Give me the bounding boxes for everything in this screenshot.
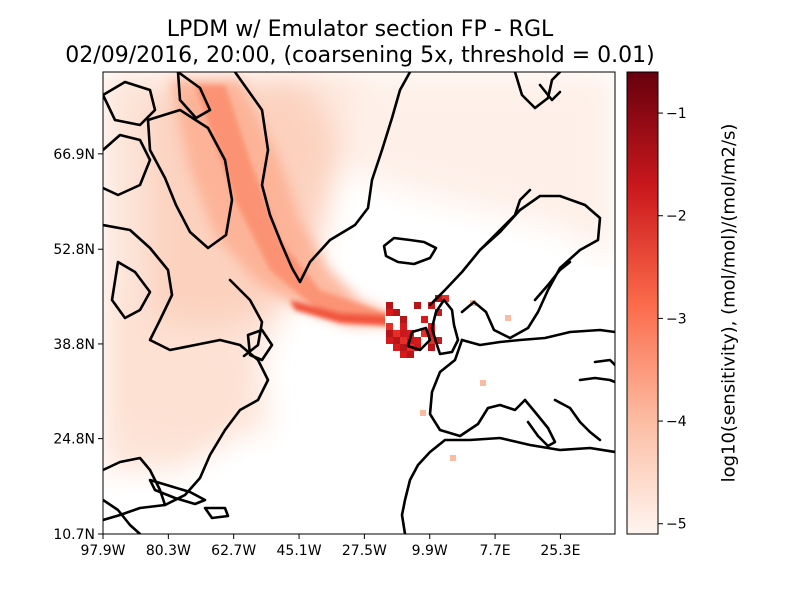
emulator-cell [393,337,400,344]
coast-hudson-bay [110,260,152,320]
emulator-section-box [385,268,615,534]
x-tick-label: 25.3E [540,543,580,559]
emulator-cell [435,295,442,302]
emulator-cell [393,330,400,337]
emulator-cell [400,344,407,351]
emulator-cell [414,302,421,309]
colorbar-tick-label: −2 [666,209,687,225]
emulator-cell-light [505,315,511,321]
coast-arctic-islands-1 [103,80,157,127]
x-tick-label: 45.1W [277,543,322,559]
emulator-cell [400,351,407,358]
coast-cuba [148,478,207,506]
map-frame [102,71,616,535]
coast-arctic-islands-2 [103,133,152,197]
chart-title-line1: LPDM w/ Emulator section FP - RGL [166,17,554,42]
coastlines [103,72,615,534]
emulator-cell [400,323,407,330]
emulator-cell [407,351,414,358]
x-tick-label: 7.7E [480,543,511,559]
y-tick-label: 10.7N [53,527,95,543]
colorbar-tick-label: −1 [666,106,687,122]
emulator-cell [414,344,421,351]
footprint-plume [170,80,395,326]
coast-france-iberia [428,338,527,438]
colorbar-bar [626,71,659,535]
x-axis: 97.9W 80.3W 62.7W 45.1W 27.5W 9.9W 7.7E 25.3E [80,534,580,559]
emulator-cell [428,344,435,351]
emulator-cell-light [480,380,486,386]
y-tick-label: 66.9N [53,147,95,163]
colorbar-tick-label: −4 [666,414,687,430]
coast-continent [460,328,615,347]
coast-balkans [553,398,602,442]
map-plot-area [103,72,615,534]
coast-baltic [533,260,572,302]
emulator-cell [428,337,435,344]
colorbar-tick-label: −5 [666,517,687,533]
colorbar-label: log10(sensitivity), (mol/mol)/(mol/m2/s) [719,124,740,483]
coast-central-america [103,498,142,534]
colorbar-tick-label: −3 [666,311,687,327]
coast-iceland [382,236,438,266]
emulator-cell [393,344,400,351]
emulator-cell [421,330,428,337]
coast-baffin [146,108,234,250]
emulator-cell [386,330,393,337]
y-axis: 10.7N 24.8N 38.8N 52.8N 66.9N [53,147,103,543]
x-tick-label: 97.9W [80,543,125,559]
coast-newfoundland [246,328,274,362]
emulator-cell [435,337,442,344]
coast-hispaniola [203,506,230,520]
colorbar-ticks: −1 −2 −3 −4 −5 [658,106,687,533]
emulator-cell [386,302,393,309]
y-tick-label: 52.8N [53,242,95,258]
emulator-cell [386,323,393,330]
coast-britain [430,298,460,356]
emulator-cell [428,330,435,337]
emulator-cell [435,309,442,316]
emulator-cell [414,337,421,344]
coast-black-sea [593,358,615,367]
coast-greenland [233,72,412,284]
coast-italy [523,398,557,448]
emulator-cell [400,330,407,337]
coast-greece-turkey [578,376,615,384]
emulator-cell [386,309,393,316]
coast-svalbard-2 [538,83,562,102]
x-tick-label: 80.3W [146,543,191,559]
colorbar: −1 −2 −3 −4 −5 log10(sensitivity), (mol/mol)… [626,71,740,535]
footprint-haze [103,72,615,470]
emulator-cell [400,316,407,323]
x-tick-label: 9.9W [412,543,448,559]
emulator-cell [421,316,428,323]
y-tick-label: 24.8N [53,432,95,448]
x-tick-label: 27.5W [342,543,387,559]
coast-svalbard [513,72,562,110]
coast-africa [400,436,615,534]
emulator-cell-light [450,455,456,461]
emulator-cell [442,295,449,302]
y-tick-label: 38.8N [53,337,95,353]
coast-arctic-islands-3 [176,72,212,120]
emulator-cell [428,302,435,309]
chart-title-line2: 02/09/2016, 20:00, (coarsening 5x, thres… [65,43,655,68]
x-tick-label: 62.7W [211,543,256,559]
emulator-cell [393,309,400,316]
coast-norway-north [478,188,532,252]
coast-ireland [406,326,432,352]
emulator-cell [386,337,393,344]
coast-labrador [228,278,264,358]
emulator-cell-light [420,410,426,416]
emulator-cell [400,337,407,344]
